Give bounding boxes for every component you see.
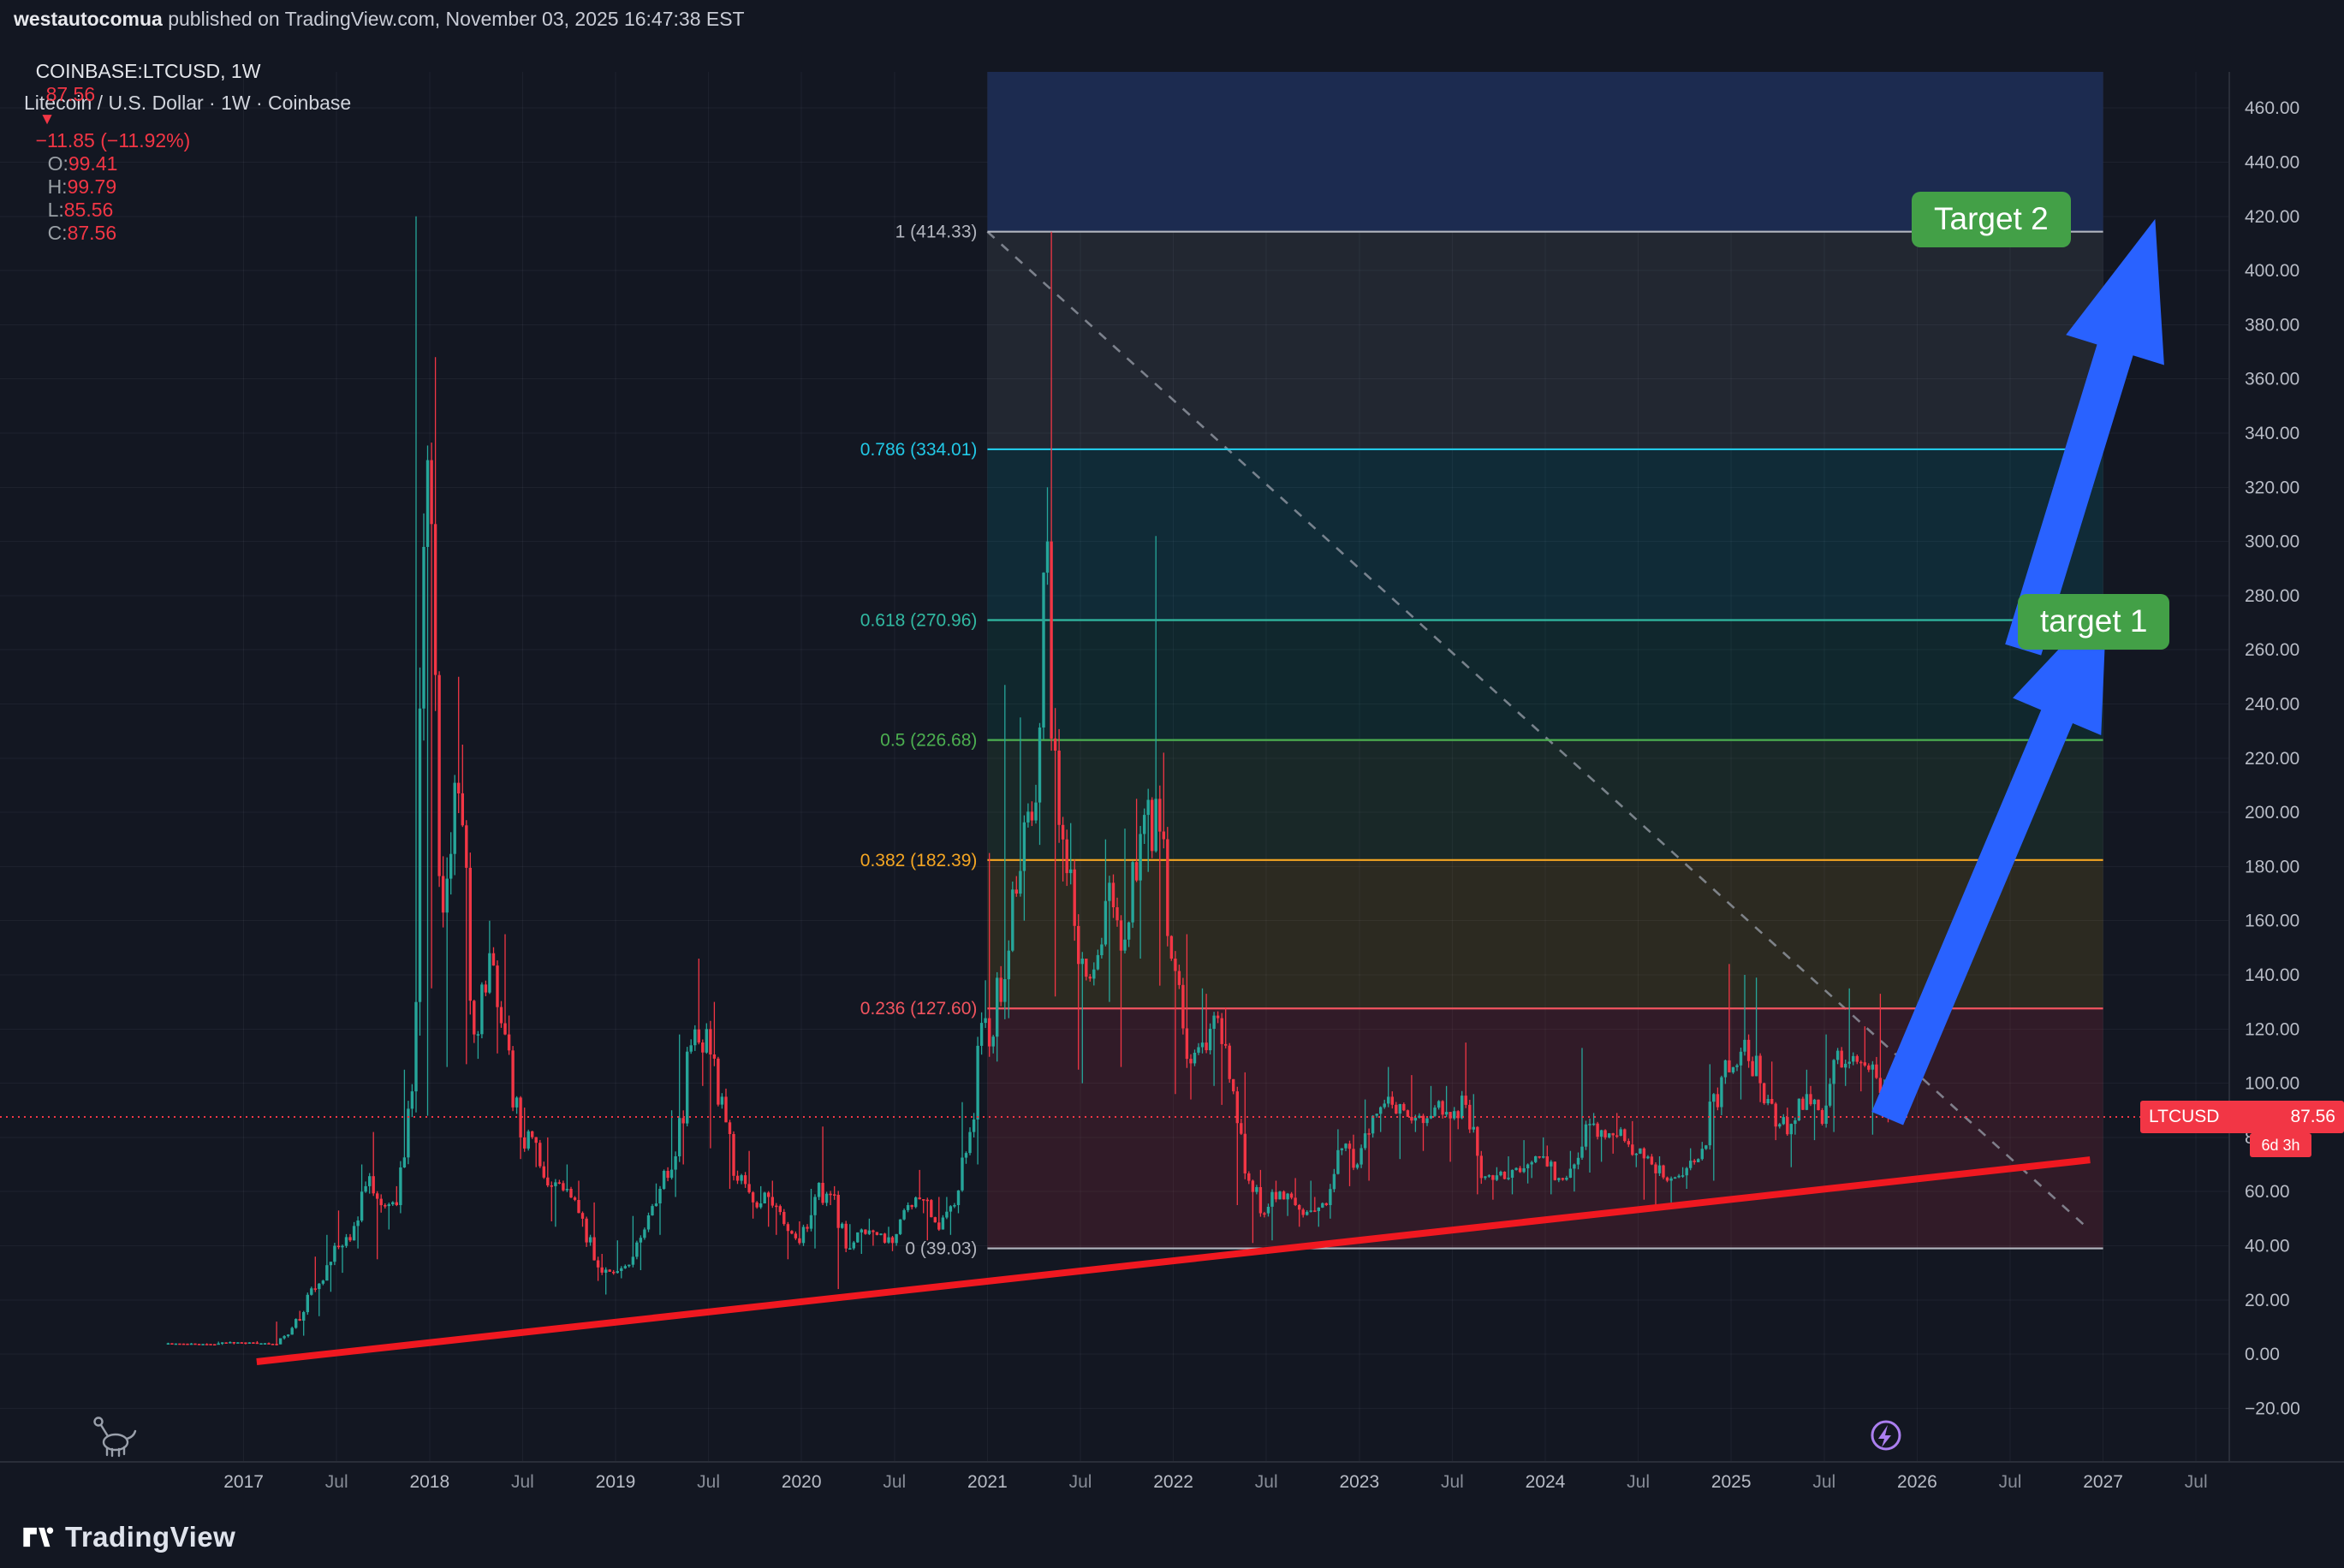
price-axis-label: 180.00 (2245, 857, 2299, 876)
high-label: H: (47, 175, 68, 198)
time-axis-jul-label: Jul (1441, 1472, 1464, 1492)
boost-lightning-icon[interactable] (1865, 1414, 1907, 1457)
price-tag-symbol: LTCUSD (2149, 1107, 2220, 1126)
time-axis-year-label: 2026 (1897, 1472, 1937, 1492)
last-price: 87.56 (45, 83, 96, 105)
fib-label: 0.236 (127.60) (860, 999, 978, 1019)
time-axis-year-label: 2025 (1711, 1472, 1752, 1492)
time-axis-year-label: 2027 (2083, 1472, 2123, 1492)
time-axis-jul-label: Jul (1627, 1472, 1650, 1492)
symbol-name[interactable]: COINBASE:LTCUSD, 1W (35, 60, 261, 82)
time-axis-jul-label: Jul (325, 1472, 348, 1492)
price-change: −11.85 (−11.92%) (35, 129, 191, 151)
fib-label: 0.786 (334.01) (860, 440, 978, 460)
price-axis-label: 460.00 (2245, 98, 2299, 118)
open-label: O: (47, 152, 68, 175)
price-axis-label: 360.00 (2245, 370, 2299, 389)
fib-label: 0.618 (270.96) (860, 610, 978, 630)
fib-diagonal-dashed-line[interactable] (986, 230, 2090, 1230)
price-axis-label: 120.00 (2245, 1019, 2299, 1039)
price-axis-label: 240.00 (2245, 694, 2299, 714)
close-label: C: (47, 222, 68, 244)
time-axis-jul-label: Jul (697, 1472, 720, 1492)
chart-title[interactable]: Litecoin / U.S. Dollar · 1W · Coinbase (24, 92, 352, 114)
low-label: L: (47, 199, 64, 221)
time-axis-year-label: 2020 (782, 1472, 822, 1492)
open-value: 99.41 (68, 152, 118, 175)
time-axis[interactable]: 2017 Jul 2018 Jul 2019 Jul 2020 Jul 2021 Jul 2022 J… (0, 1461, 2344, 1500)
price-tag-value: 87.56 (2290, 1107, 2335, 1126)
time-axis-jul-label: Jul (1812, 1472, 1835, 1492)
author-name: westautocomua (14, 8, 163, 30)
high-value: 99.79 (67, 175, 117, 198)
time-axis-year-label: 2023 (1339, 1472, 1379, 1492)
time-axis-year-label: 2024 (1526, 1472, 1566, 1492)
price-axis-label: 40.00 (2245, 1236, 2290, 1256)
target-1-badge[interactable]: target 1 (2018, 594, 2170, 650)
time-axis-jul-label: Jul (2185, 1472, 2208, 1492)
bar-countdown-tag: 6d 3h (2250, 1133, 2311, 1157)
time-axis-year-label: 2018 (409, 1472, 449, 1492)
fib-label: 0 (39.03) (905, 1239, 977, 1259)
time-axis-jul-label: Jul (1069, 1472, 1092, 1492)
tradingview-logo[interactable]: TradingView (21, 1520, 235, 1554)
price-axis-label: 60.00 (2245, 1182, 2290, 1202)
low-value: 85.56 (63, 199, 114, 221)
tradingview-logo-icon (23, 1527, 54, 1547)
time-axis-year-label: 2017 (223, 1472, 264, 1492)
tradingview-brand-text: TradingView (65, 1521, 236, 1553)
price-axis-label: 20.00 (2245, 1291, 2290, 1310)
current-price-tag[interactable]: LTCUSD 87.56 (2140, 1101, 2344, 1133)
support-trend-line[interactable] (256, 1156, 2091, 1365)
byline-text: published on TradingView.com, November 0… (162, 8, 745, 30)
arrow-target-1[interactable] (1871, 598, 2107, 1126)
byline: westautocomua published on TradingView.c… (14, 8, 745, 31)
price-axis-label: 400.00 (2245, 261, 2299, 281)
fib-label: 0.5 (226.68) (880, 731, 977, 751)
time-axis-year-label: 2021 (967, 1472, 1008, 1492)
time-axis-year-label: 2019 (596, 1472, 636, 1492)
price-axis-label: 320.00 (2245, 478, 2299, 497)
price-axis-label: 420.00 (2245, 207, 2299, 227)
price-axis-label: 100.00 (2245, 1074, 2299, 1094)
price-axis-label: 200.00 (2245, 803, 2299, 823)
price-axis-label: 380.00 (2245, 315, 2299, 335)
time-axis-jul-label: Jul (1255, 1472, 1278, 1492)
fib-label: 1 (414.33) (895, 223, 978, 242)
fib-bands (987, 72, 2103, 1249)
close-value: 87.56 (67, 222, 117, 244)
time-axis-jul-label: Jul (1999, 1472, 2022, 1492)
price-axis-label: 440.00 (2245, 152, 2299, 172)
price-axis-label: 260.00 (2245, 640, 2299, 660)
candlestick-series[interactable] (166, 216, 1890, 1345)
price-axis-label: 300.00 (2245, 532, 2299, 552)
time-axis-year-label: 2022 (1153, 1472, 1193, 1492)
target-2-badge[interactable]: Target 2 (1912, 192, 2071, 247)
arrow-target-2[interactable] (2005, 218, 2164, 656)
price-axis-label: 0.00 (2245, 1345, 2280, 1364)
down-triangle-icon: ▼ (39, 110, 56, 128)
price-axis-label: 140.00 (2245, 965, 2299, 985)
fib-label: 0.382 (182.39) (860, 851, 978, 870)
time-axis-jul-label: Jul (511, 1472, 534, 1492)
price-axis-label: 220.00 (2245, 749, 2299, 769)
price-axis[interactable]: 460.00 440.00 420.00 400.00 380.00 360.00 340.… (2228, 72, 2344, 1500)
price-axis-label: −20.00 (2245, 1399, 2300, 1418)
time-axis-jul-label: Jul (883, 1472, 906, 1492)
price-axis-label: 280.00 (2245, 586, 2299, 606)
symbol-ohlc-line: COINBASE:LTCUSD, 1W 87.56 ▼ −11.85 (−11.… (14, 37, 261, 268)
price-axis-label: 340.00 (2245, 424, 2299, 443)
price-axis-label: 160.00 (2245, 912, 2299, 931)
dino-icon (93, 1417, 137, 1458)
